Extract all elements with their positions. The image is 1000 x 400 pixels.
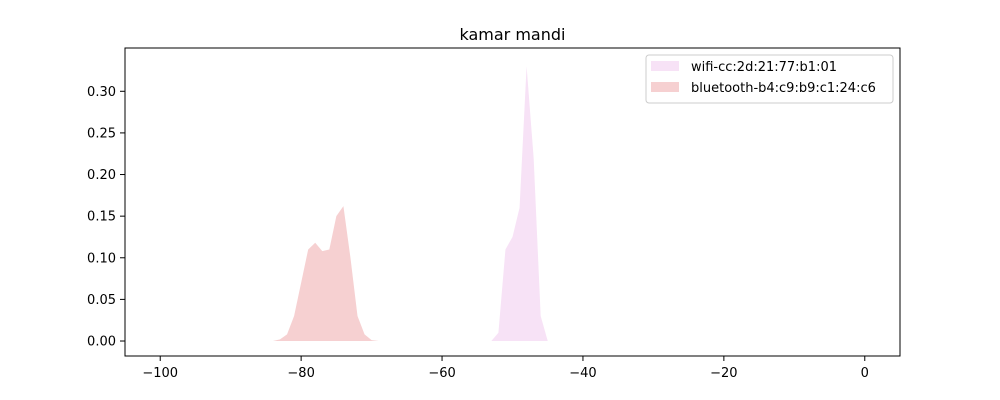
series-area-1	[272, 206, 379, 342]
chart-title: kamar mandi	[460, 25, 566, 44]
y-tick-label: 0.00	[87, 335, 116, 350]
y-tick-label: 0.20	[87, 168, 116, 183]
legend: wifi-cc:2d:21:77:b1:01 bluetooth-b4:c9:b…	[645, 54, 894, 104]
y-tick-label: 0.10	[87, 251, 116, 266]
series-layer	[272, 66, 555, 342]
axis-layer: −100 −80 −60 −40 −20 0 0.00 0.05 0.10 0.15 0.20 0.2…	[87, 85, 869, 381]
legend-swatch-0	[651, 61, 679, 71]
x-tick-label: −60	[428, 366, 455, 381]
x-tick-label: −100	[142, 366, 178, 381]
y-tick-label: 0.05	[87, 293, 116, 308]
legend-label-1: bluetooth-b4:c9:b9:c1:24:c6	[691, 81, 876, 96]
x-tick-label: −80	[287, 366, 314, 381]
series-area-0	[491, 66, 555, 342]
y-tick-label: 0.15	[87, 210, 116, 225]
legend-box	[645, 54, 894, 104]
y-tick-label: 0.30	[87, 85, 116, 100]
y-tick-label: 0.25	[87, 126, 116, 141]
legend-swatch-1	[651, 82, 679, 92]
x-tick-label: 0	[861, 366, 869, 381]
plot-frame	[124, 47, 901, 357]
x-tick-label: −40	[569, 366, 596, 381]
legend-label-0: wifi-cc:2d:21:77:b1:01	[691, 60, 837, 75]
x-tick-label: −20	[710, 366, 737, 381]
